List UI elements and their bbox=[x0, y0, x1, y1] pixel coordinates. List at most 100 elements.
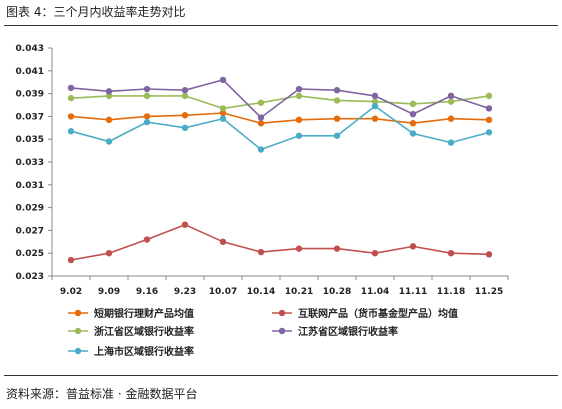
data-point bbox=[105, 138, 113, 145]
data-point bbox=[295, 245, 303, 252]
legend-label: 上海市区域银行收益率 bbox=[94, 345, 194, 358]
x-tick-label: 10.07 bbox=[209, 287, 237, 297]
series-line bbox=[70, 79, 490, 119]
y-tick-labels: 0.043 0.041 0.039 0.037 0.035 0.033 0.031 0.029… bbox=[16, 44, 44, 282]
data-point bbox=[257, 248, 265, 256]
data-point bbox=[371, 115, 379, 122]
legend-label: 江苏省区域银行收益率 bbox=[298, 325, 398, 338]
legend-item-5: 上海市区域银行收益率 bbox=[68, 345, 194, 358]
figure-title: 图表 4：三个月内收益率走势对比 bbox=[6, 5, 186, 19]
data-point bbox=[447, 139, 455, 146]
data-point bbox=[295, 132, 303, 139]
y-tick-label: 0.029 bbox=[16, 204, 44, 214]
y-tick-label: 0.037 bbox=[16, 112, 44, 122]
data-point bbox=[257, 120, 265, 127]
data-point bbox=[485, 92, 493, 100]
data-point bbox=[67, 256, 75, 264]
data-point bbox=[105, 250, 113, 257]
data-point bbox=[219, 76, 227, 84]
data-point bbox=[257, 99, 265, 106]
data-point bbox=[295, 85, 303, 93]
data-point bbox=[257, 114, 265, 121]
data-point bbox=[371, 102, 379, 110]
x-tick-label: 9.09 bbox=[98, 287, 120, 297]
data-point bbox=[181, 112, 189, 119]
data-point bbox=[333, 245, 341, 252]
data-point bbox=[333, 97, 341, 104]
legend-item-4: 江苏省区域银行收益率 bbox=[272, 325, 398, 338]
x-tick-label: 11.25 bbox=[475, 287, 503, 297]
data-point bbox=[295, 92, 303, 100]
series-line bbox=[70, 112, 490, 125]
data-point bbox=[295, 116, 303, 124]
y-tick-label: 0.041 bbox=[16, 67, 44, 77]
series-2 bbox=[67, 221, 493, 264]
data-point bbox=[219, 238, 227, 245]
legend-label: 浙江省区域银行收益率 bbox=[94, 325, 194, 338]
chart-series bbox=[67, 76, 493, 264]
data-point bbox=[409, 110, 417, 118]
data-point bbox=[371, 98, 379, 105]
data-point bbox=[371, 92, 379, 100]
series-5 bbox=[67, 102, 493, 153]
data-point bbox=[143, 118, 151, 126]
data-point bbox=[333, 115, 341, 122]
data-point bbox=[409, 243, 417, 250]
data-point bbox=[447, 92, 455, 100]
y-tick-label: 0.027 bbox=[16, 226, 44, 236]
x-tick-label: 10.14 bbox=[247, 287, 275, 297]
x-tick-label: 11.18 bbox=[437, 287, 465, 297]
data-point bbox=[143, 92, 151, 100]
x-tick-label: 10.28 bbox=[323, 287, 351, 297]
legend-swatch-marker bbox=[74, 309, 82, 317]
x-tick-label: 9.23 bbox=[174, 287, 196, 297]
data-point bbox=[409, 130, 417, 137]
x-tick-label: 9.16 bbox=[136, 287, 158, 297]
series-1 bbox=[67, 109, 493, 127]
top-divider bbox=[4, 25, 558, 26]
data-point bbox=[333, 132, 341, 139]
source-note: 资料来源：普益标准 · 金融数据平台 bbox=[6, 387, 198, 401]
data-point bbox=[447, 250, 455, 257]
data-point bbox=[219, 115, 227, 122]
data-point bbox=[485, 251, 493, 258]
bottom-divider bbox=[4, 375, 558, 376]
data-point bbox=[485, 129, 493, 136]
data-point bbox=[67, 84, 75, 92]
series-line bbox=[70, 105, 490, 151]
data-point bbox=[219, 105, 227, 112]
x-tick-label: 9.02 bbox=[60, 287, 82, 297]
x-tick-label: 11.11 bbox=[399, 287, 427, 297]
data-point bbox=[257, 146, 265, 153]
legend-label: 互联网产品（货币基金型产品）均值 bbox=[298, 307, 458, 320]
legend-swatch-marker bbox=[278, 327, 286, 335]
data-point bbox=[181, 124, 189, 131]
data-point bbox=[105, 116, 113, 124]
x-tick-label: 11.04 bbox=[361, 287, 389, 297]
y-tick-label: 0.039 bbox=[16, 90, 44, 100]
line-chart: 0.043 0.041 0.039 0.037 0.035 0.033 0.031 0.029… bbox=[16, 44, 509, 358]
data-point bbox=[409, 120, 417, 127]
series-line bbox=[70, 95, 490, 110]
series-line bbox=[70, 223, 490, 261]
data-point bbox=[143, 85, 151, 93]
series-3 bbox=[67, 92, 493, 112]
y-tick-label: 0.023 bbox=[16, 272, 44, 282]
data-point bbox=[67, 94, 75, 102]
legend-item-2: 互联网产品（货币基金型产品）均值 bbox=[272, 307, 458, 320]
data-point bbox=[181, 86, 189, 94]
data-point bbox=[67, 113, 75, 120]
y-tick-label: 0.031 bbox=[16, 181, 44, 191]
legend-item-3: 浙江省区域银行收益率 bbox=[68, 325, 194, 338]
chart-axes bbox=[48, 47, 509, 280]
data-point bbox=[105, 92, 113, 100]
data-point bbox=[143, 236, 151, 243]
legend-swatch-marker bbox=[278, 309, 286, 317]
data-point bbox=[371, 250, 379, 257]
data-point bbox=[181, 221, 189, 228]
data-point bbox=[181, 92, 189, 100]
legend-label: 短期银行理财产品均值 bbox=[94, 307, 194, 320]
legend-swatch-marker bbox=[74, 347, 82, 355]
y-tick-label: 0.025 bbox=[16, 249, 44, 259]
